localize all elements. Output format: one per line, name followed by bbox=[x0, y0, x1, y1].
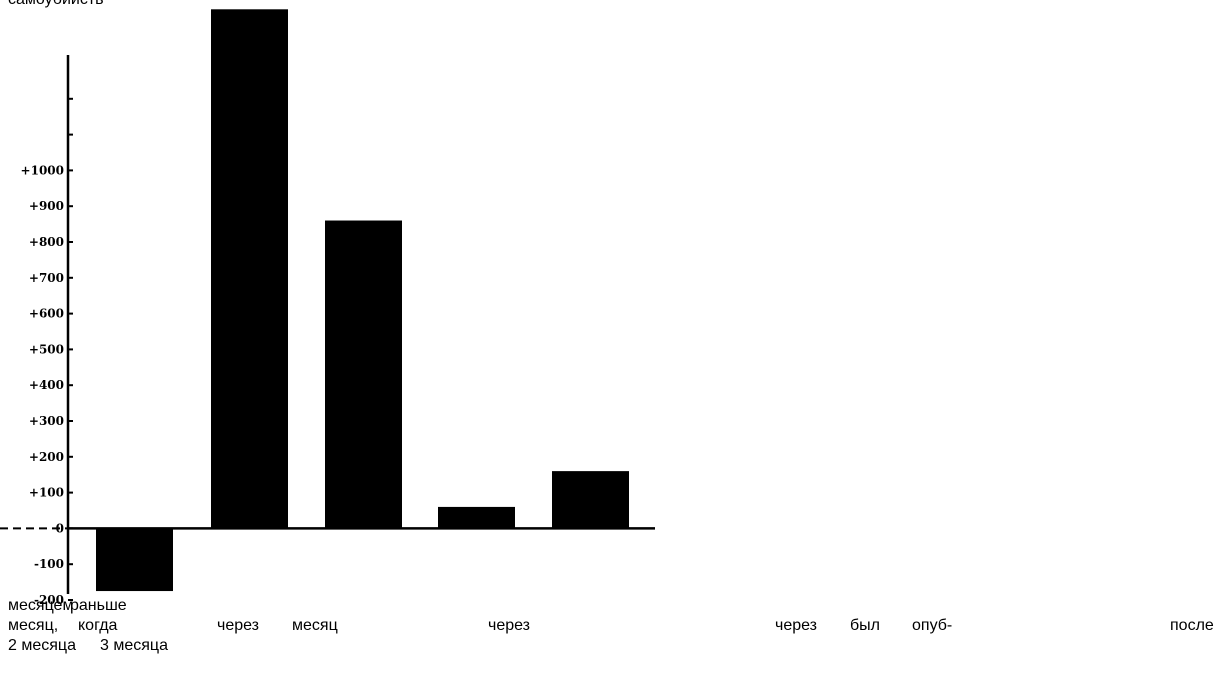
caption-word: после bbox=[1170, 617, 1214, 634]
bar bbox=[552, 471, 629, 529]
y-tick-label: +300 bbox=[29, 414, 64, 428]
bar bbox=[96, 528, 173, 592]
caption-word: 3 месяца bbox=[100, 637, 168, 654]
y-tick-label: +900 bbox=[29, 199, 64, 213]
y-tick-label: +1000 bbox=[21, 163, 64, 177]
caption-word: опуб- bbox=[912, 617, 952, 634]
caption-word: через bbox=[488, 617, 530, 634]
y-tick-label: +500 bbox=[29, 342, 64, 356]
y-tick-label: +800 bbox=[29, 235, 64, 249]
caption-word: был bbox=[850, 617, 880, 634]
caption-word: месяцем bbox=[8, 597, 73, 614]
caption-word: через bbox=[775, 617, 817, 634]
y-tick-label: +600 bbox=[29, 307, 64, 321]
caption-word: 2 месяца bbox=[8, 637, 76, 654]
y-tick-label: +100 bbox=[29, 486, 64, 500]
y-tick-label: +700 bbox=[29, 271, 64, 285]
y-tick-label: +200 bbox=[29, 450, 64, 464]
bar bbox=[325, 220, 402, 529]
y-tick-label: +400 bbox=[29, 378, 64, 392]
caption-word: через bbox=[217, 617, 259, 634]
bar bbox=[438, 506, 515, 529]
caption-word: месяц bbox=[292, 617, 338, 634]
bar bbox=[211, 9, 288, 529]
caption-word: раньше bbox=[70, 597, 127, 614]
y-tick-label: -100 bbox=[34, 557, 64, 571]
y-tick-label: -200 bbox=[34, 593, 64, 607]
caption-word: месяц, bbox=[8, 617, 58, 634]
caption-word: когда bbox=[78, 617, 118, 634]
chart-title: самоубийств bbox=[8, 0, 104, 8]
